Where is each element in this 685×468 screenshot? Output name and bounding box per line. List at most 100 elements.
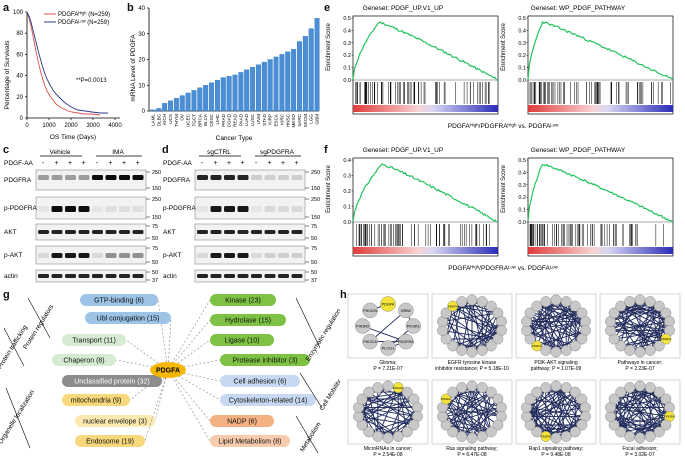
gsea-ytick-label: 0.2: [343, 189, 351, 195]
blot-band: [264, 274, 276, 278]
network-edge: [452, 391, 502, 417]
network-edge: [639, 391, 660, 439]
gsea-ytick-label: 0.5: [518, 158, 526, 164]
blot-band: [38, 206, 49, 212]
network-edge: [530, 312, 586, 322]
network-edge: [358, 416, 414, 426]
category-node-label: mitochondria (9): [71, 398, 122, 405]
gsea-ytick-label: 0.0: [518, 78, 526, 84]
panel-letter-f: f: [324, 144, 328, 156]
blot-row-label: AKT: [163, 229, 176, 236]
network-edge: [452, 391, 483, 437]
category-cell-mobility: Cell Mobility: [318, 378, 340, 412]
network-edge: [529, 398, 557, 439]
network-edge: [361, 398, 370, 433]
gsea-title: Geneset: PDGF_UP.V1_UP: [363, 147, 443, 154]
bar: [273, 56, 279, 112]
blot-band: [92, 274, 103, 278]
gsea-rank-gradient: [353, 247, 498, 254]
gene-node: [531, 426, 543, 438]
blot-band: [210, 274, 222, 278]
bar: [214, 79, 220, 112]
blot-band: [224, 274, 235, 278]
bar-category-label: THYM: [174, 114, 179, 127]
bar-category-label: BLCA: [203, 113, 208, 126]
network-edge: [368, 391, 379, 437]
gene-node: [653, 386, 665, 398]
pdgfa-node: [660, 333, 672, 345]
gsea-ytick-label: 0.3: [343, 174, 351, 180]
bar-category-label: STAD: [262, 113, 267, 126]
gene-node: [524, 307, 536, 319]
gsea-ylabel: Enrichment Score: [501, 22, 507, 70]
network-edge: [545, 301, 557, 353]
x-tick-label: 2000: [64, 123, 78, 129]
treatment-sign: -: [96, 160, 99, 167]
blot-row-label: AKT: [4, 229, 17, 236]
blot-band: [65, 206, 76, 212]
mw-marker: 250: [311, 197, 320, 203]
gsea-enrichment-curve: [352, 21, 498, 81]
y-tick-label: 20: [16, 95, 23, 101]
gene-node: [476, 345, 488, 356]
blot-band: [237, 274, 249, 278]
gene-node: [398, 333, 414, 350]
mw-marker: 250: [152, 170, 161, 176]
gene-node: [456, 431, 468, 442]
network-title: pathway; P = 1.07E-09: [531, 366, 582, 372]
gene-node: [362, 333, 378, 350]
blot-strip: [35, 245, 147, 265]
network-edge: [545, 301, 586, 322]
mw-marker: 75: [311, 246, 317, 252]
gene-node: [634, 294, 646, 306]
gsea-ylabel: Enrichment Score: [326, 164, 332, 212]
panel-letter-b: b: [127, 2, 134, 14]
bar-xlabels: LAML DLBC KICH UCS THYM OV UCEC TGCT BRCA BLCA CES…: [150, 113, 319, 127]
survival-curve-low: [26, 11, 108, 114]
blot-band: [210, 253, 222, 258]
gsea-ylabel: Enrichment Score: [501, 164, 507, 212]
network-edge: [629, 416, 670, 437]
gene-node: [540, 382, 552, 393]
network-edge: [620, 305, 651, 351]
pdgfa-node: [392, 382, 404, 393]
network-edge: [461, 330, 502, 351]
gene-node: [372, 431, 384, 442]
gene-node: [653, 340, 665, 352]
gene-node: [492, 333, 504, 345]
gsea-ytick-label: 0.1: [343, 205, 351, 211]
gene-node: [398, 302, 414, 319]
network-edge: [536, 305, 557, 353]
gene-node: [456, 296, 468, 307]
gene-node: [624, 345, 636, 356]
category-node-label: Chaperon (8): [63, 358, 104, 365]
pathway-networks: PDGFA GRB2 PIK3R1 PDGFRA PLCG1 PIK3CA PIK3R2 PI…: [347, 293, 681, 458]
category-node: [210, 314, 286, 326]
gene-node: [634, 432, 646, 444]
blot-band: [278, 274, 289, 278]
blot-band: [224, 253, 235, 258]
bar: [168, 100, 173, 112]
panel-letter-g: g: [3, 289, 10, 301]
network-edge: [452, 305, 502, 331]
treatment-sign: +: [122, 160, 126, 167]
bar: [255, 64, 261, 112]
y-tick-label: 40: [138, 6, 145, 12]
network-edge: [358, 407, 389, 439]
blot-band: [38, 253, 49, 258]
category-node: [62, 334, 126, 346]
network-edge: [526, 312, 582, 322]
blot-band: [210, 230, 222, 234]
bar: [226, 76, 232, 112]
category-node-label: Kinase (23): [225, 298, 261, 305]
gene-node: [644, 296, 656, 307]
gene-node: [624, 296, 636, 307]
network-edge: [358, 391, 408, 417]
mw-marker: 75: [311, 224, 317, 230]
gsea-rank-gradient: [528, 105, 673, 112]
bar: [179, 95, 185, 112]
network-edge: [610, 330, 666, 340]
gsea-ytick-label: 0.0: [343, 220, 351, 226]
bar-category-label: LIHC: [215, 113, 220, 124]
